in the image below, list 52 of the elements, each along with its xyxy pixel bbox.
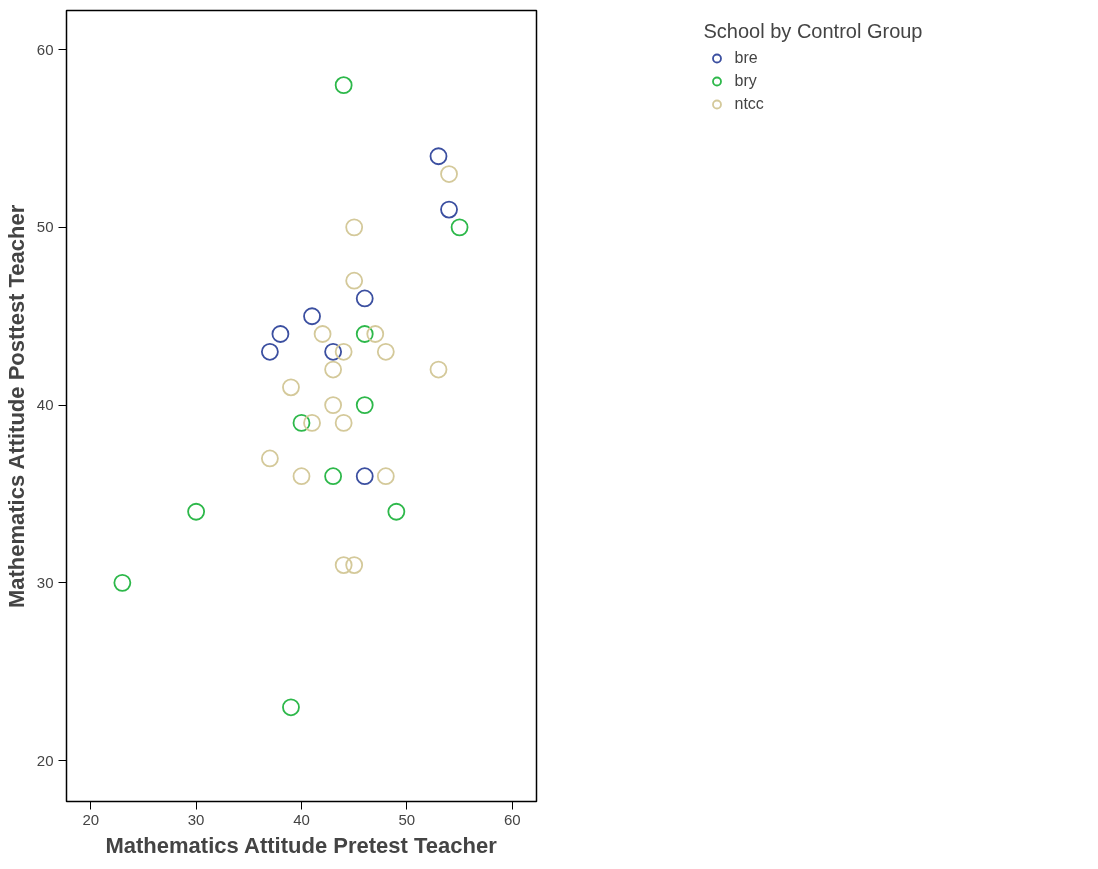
point	[355, 325, 374, 343]
point	[440, 200, 458, 219]
point	[292, 414, 311, 432]
point	[334, 342, 353, 361]
legend-label: ntcc	[734, 95, 764, 113]
x-tick-label: 30	[187, 810, 205, 828]
point	[282, 698, 300, 717]
point	[292, 467, 311, 486]
point	[345, 218, 364, 237]
point	[334, 414, 353, 432]
point	[429, 360, 448, 379]
y-tick-label: 20	[36, 751, 54, 769]
point	[324, 396, 343, 414]
point	[376, 467, 395, 486]
point	[440, 165, 458, 183]
point	[345, 271, 364, 290]
point	[324, 467, 343, 486]
point	[355, 289, 374, 308]
x-tick-label: 40	[293, 810, 310, 828]
legend-title: School by Control Group	[703, 20, 923, 43]
point	[324, 360, 343, 379]
point	[303, 307, 321, 326]
point	[376, 342, 395, 361]
point	[113, 573, 132, 592]
x-tick-label: 60	[503, 810, 521, 828]
point	[282, 378, 300, 397]
x-tick-label: 20	[82, 810, 100, 828]
point	[334, 556, 353, 574]
legend-label: bry	[734, 72, 757, 90]
y-axis-title: Mathematics Attitude Posttest Teacher	[3, 204, 29, 609]
point	[271, 325, 290, 343]
y-tick-label: 60	[36, 40, 54, 58]
point	[429, 147, 448, 166]
point	[355, 467, 374, 486]
y-tick-label: 50	[36, 218, 54, 236]
point	[345, 556, 364, 574]
point	[260, 449, 279, 468]
point	[387, 502, 406, 521]
point	[187, 502, 206, 521]
point	[334, 76, 353, 95]
x-tick-label: 50	[398, 810, 416, 828]
point	[303, 414, 321, 432]
legend-label: bre	[734, 49, 758, 67]
point	[313, 325, 332, 343]
point	[260, 342, 279, 361]
y-tick-label: 40	[36, 396, 54, 414]
x-axis-title: Mathematics Attitude Pretest Teacher	[105, 832, 498, 858]
point	[324, 342, 343, 361]
point	[355, 396, 374, 414]
y-tick-label: 30	[36, 573, 54, 591]
point	[366, 325, 385, 343]
point	[450, 218, 469, 237]
